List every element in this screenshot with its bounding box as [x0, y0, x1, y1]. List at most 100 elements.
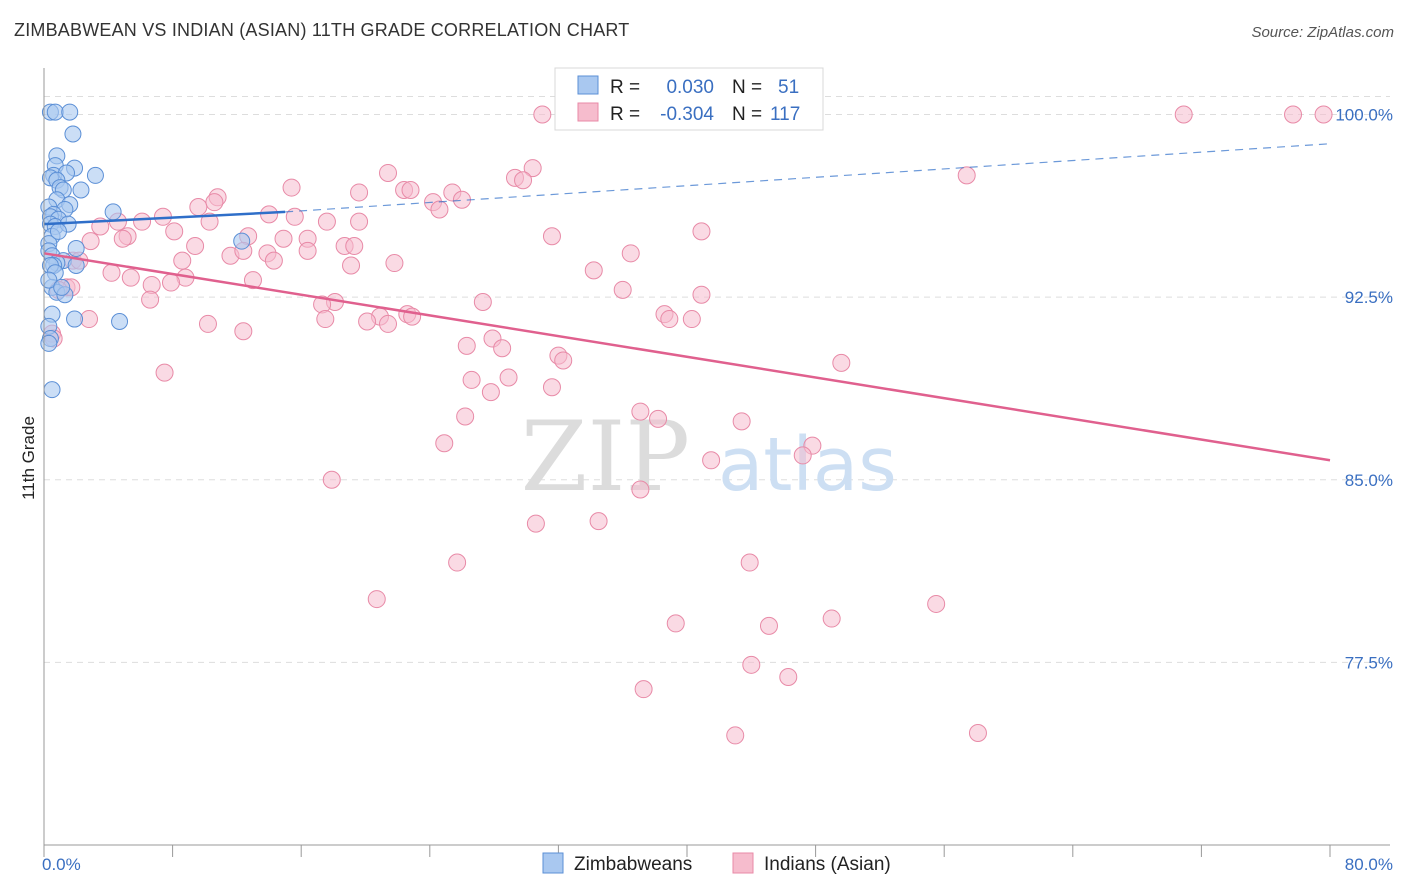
data-point-indians-asian — [205, 193, 224, 212]
watermark-atlas: atlas — [718, 422, 897, 508]
data-point-indians-asian — [514, 171, 533, 190]
data-point-indians-asian — [957, 166, 976, 185]
data-point-indians-asian — [165, 222, 184, 241]
data-point-indians-asian — [523, 159, 542, 178]
data-point-indians-asian — [462, 370, 481, 389]
legend-swatch-blue — [577, 75, 599, 95]
data-point-zimbabweans — [49, 222, 67, 240]
legend-n-value-2: 117 — [770, 104, 800, 125]
data-point-indians-asian — [350, 212, 369, 231]
data-point-indians-asian — [742, 655, 761, 674]
data-point-indians-asian — [345, 237, 364, 256]
data-point-zimbabweans — [86, 166, 104, 184]
data-point-indians-asian — [264, 251, 283, 270]
y-axis-tick-labels: 77.5% 85.0% 92.5% 100.0% — [1335, 106, 1393, 673]
data-point-indians-asian — [430, 200, 449, 219]
data-point-zimbabweans — [61, 103, 79, 121]
chart-title: ZIMBABWEAN VS INDIAN (ASIAN) 11TH GRADE … — [14, 20, 630, 40]
data-point-indians-asian — [631, 402, 650, 421]
data-point-indians-asian — [649, 409, 668, 428]
data-point-indians-asian — [473, 293, 492, 312]
data-point-indians-asian — [141, 290, 160, 309]
data-point-zimbabweans — [53, 278, 71, 296]
data-point-indians-asian — [113, 229, 132, 248]
data-point-indians-asian — [457, 336, 476, 355]
data-point-indians-asian — [631, 480, 650, 499]
stats-legend-box — [554, 67, 824, 131]
data-point-zimbabweans — [40, 271, 58, 289]
legend-bottom-label-indians: Indians (Asian) — [764, 854, 891, 875]
data-point-indians-asian — [401, 181, 420, 200]
data-point-indians-asian — [200, 212, 219, 231]
legend-n-label-1: N = — [732, 77, 762, 98]
data-point-zimbabweans — [46, 103, 64, 121]
legend-n-label-2: N = — [732, 104, 762, 125]
data-point-indians-asian — [613, 280, 632, 299]
data-point-indians-asian — [779, 667, 798, 686]
data-point-indians-asian — [542, 378, 561, 397]
data-point-indians-asian — [274, 229, 293, 248]
series-zimbabweans — [40, 103, 251, 399]
data-point-indians-asian — [350, 183, 369, 202]
data-point-indians-asian — [740, 553, 759, 572]
data-point-indians-asian — [260, 205, 279, 224]
grid-lines — [44, 96, 1390, 663]
y-tick-label: 77.5% — [1345, 653, 1393, 672]
data-point-indians-asian — [682, 310, 701, 329]
legend-r-label-1: R = — [610, 77, 640, 98]
data-point-indians-asian — [358, 312, 377, 331]
data-point-indians-asian — [584, 261, 603, 280]
data-point-indians-asian — [367, 590, 386, 609]
trend-line-zimbabweans — [43, 210, 286, 226]
data-point-indians-asian — [317, 212, 336, 231]
data-point-indians-asian — [316, 310, 335, 329]
data-point-indians-asian — [481, 383, 500, 402]
data-point-indians-asian — [133, 212, 152, 231]
data-point-indians-asian — [234, 322, 253, 341]
data-point-zimbabweans — [66, 310, 84, 328]
data-point-indians-asian — [189, 198, 208, 217]
y-tick-label: 100.0% — [1335, 106, 1393, 125]
legend-bottom-label-zimbabweans: Zimbabweans — [574, 854, 692, 875]
data-point-indians-asian — [243, 271, 262, 290]
data-point-indians-asian — [298, 241, 317, 260]
data-point-indians-asian — [282, 178, 301, 197]
trend-line-indians-asian — [43, 252, 1331, 462]
data-point-indians-asian — [121, 268, 140, 287]
data-point-indians-asian — [448, 553, 467, 572]
data-point-indians-asian — [634, 680, 653, 699]
data-point-indians-asian — [385, 254, 404, 273]
data-point-indians-asian — [322, 470, 341, 489]
data-point-indians-asian — [542, 227, 561, 246]
data-point-indians-asian — [342, 256, 361, 275]
data-point-indians-asian — [589, 512, 608, 531]
data-point-zimbabweans — [40, 334, 58, 352]
data-point-indians-asian — [702, 451, 721, 470]
data-point-indians-asian — [832, 353, 851, 372]
data-point-zimbabweans — [72, 181, 90, 199]
data-point-indians-asian — [621, 244, 640, 263]
data-point-indians-asian — [81, 232, 100, 251]
data-point-indians-asian — [80, 310, 99, 329]
data-point-indians-asian — [726, 726, 745, 745]
data-point-indians-asian — [732, 412, 751, 431]
data-point-indians-asian — [379, 163, 398, 182]
data-point-indians-asian — [692, 222, 711, 241]
data-point-indians-asian — [161, 273, 180, 292]
y-tick-label: 85.0% — [1345, 471, 1393, 490]
data-point-indians-asian — [927, 594, 946, 613]
data-point-indians-asian — [456, 407, 475, 426]
data-point-indians-asian — [102, 263, 121, 282]
data-point-indians-asian — [499, 368, 518, 387]
x-tick-label: 0.0% — [42, 855, 81, 874]
data-point-indians-asian — [285, 207, 304, 226]
data-point-indians-asian — [198, 314, 217, 333]
data-point-indians-asian — [968, 723, 987, 742]
data-point-indians-asian — [793, 446, 812, 465]
data-point-indians-asian — [692, 285, 711, 304]
legend-bottom-swatch-pink — [732, 852, 754, 874]
axes — [43, 68, 1390, 857]
legend-swatch-pink — [577, 102, 599, 122]
data-point-indians-asian — [1284, 105, 1303, 124]
data-point-zimbabweans — [111, 312, 129, 330]
